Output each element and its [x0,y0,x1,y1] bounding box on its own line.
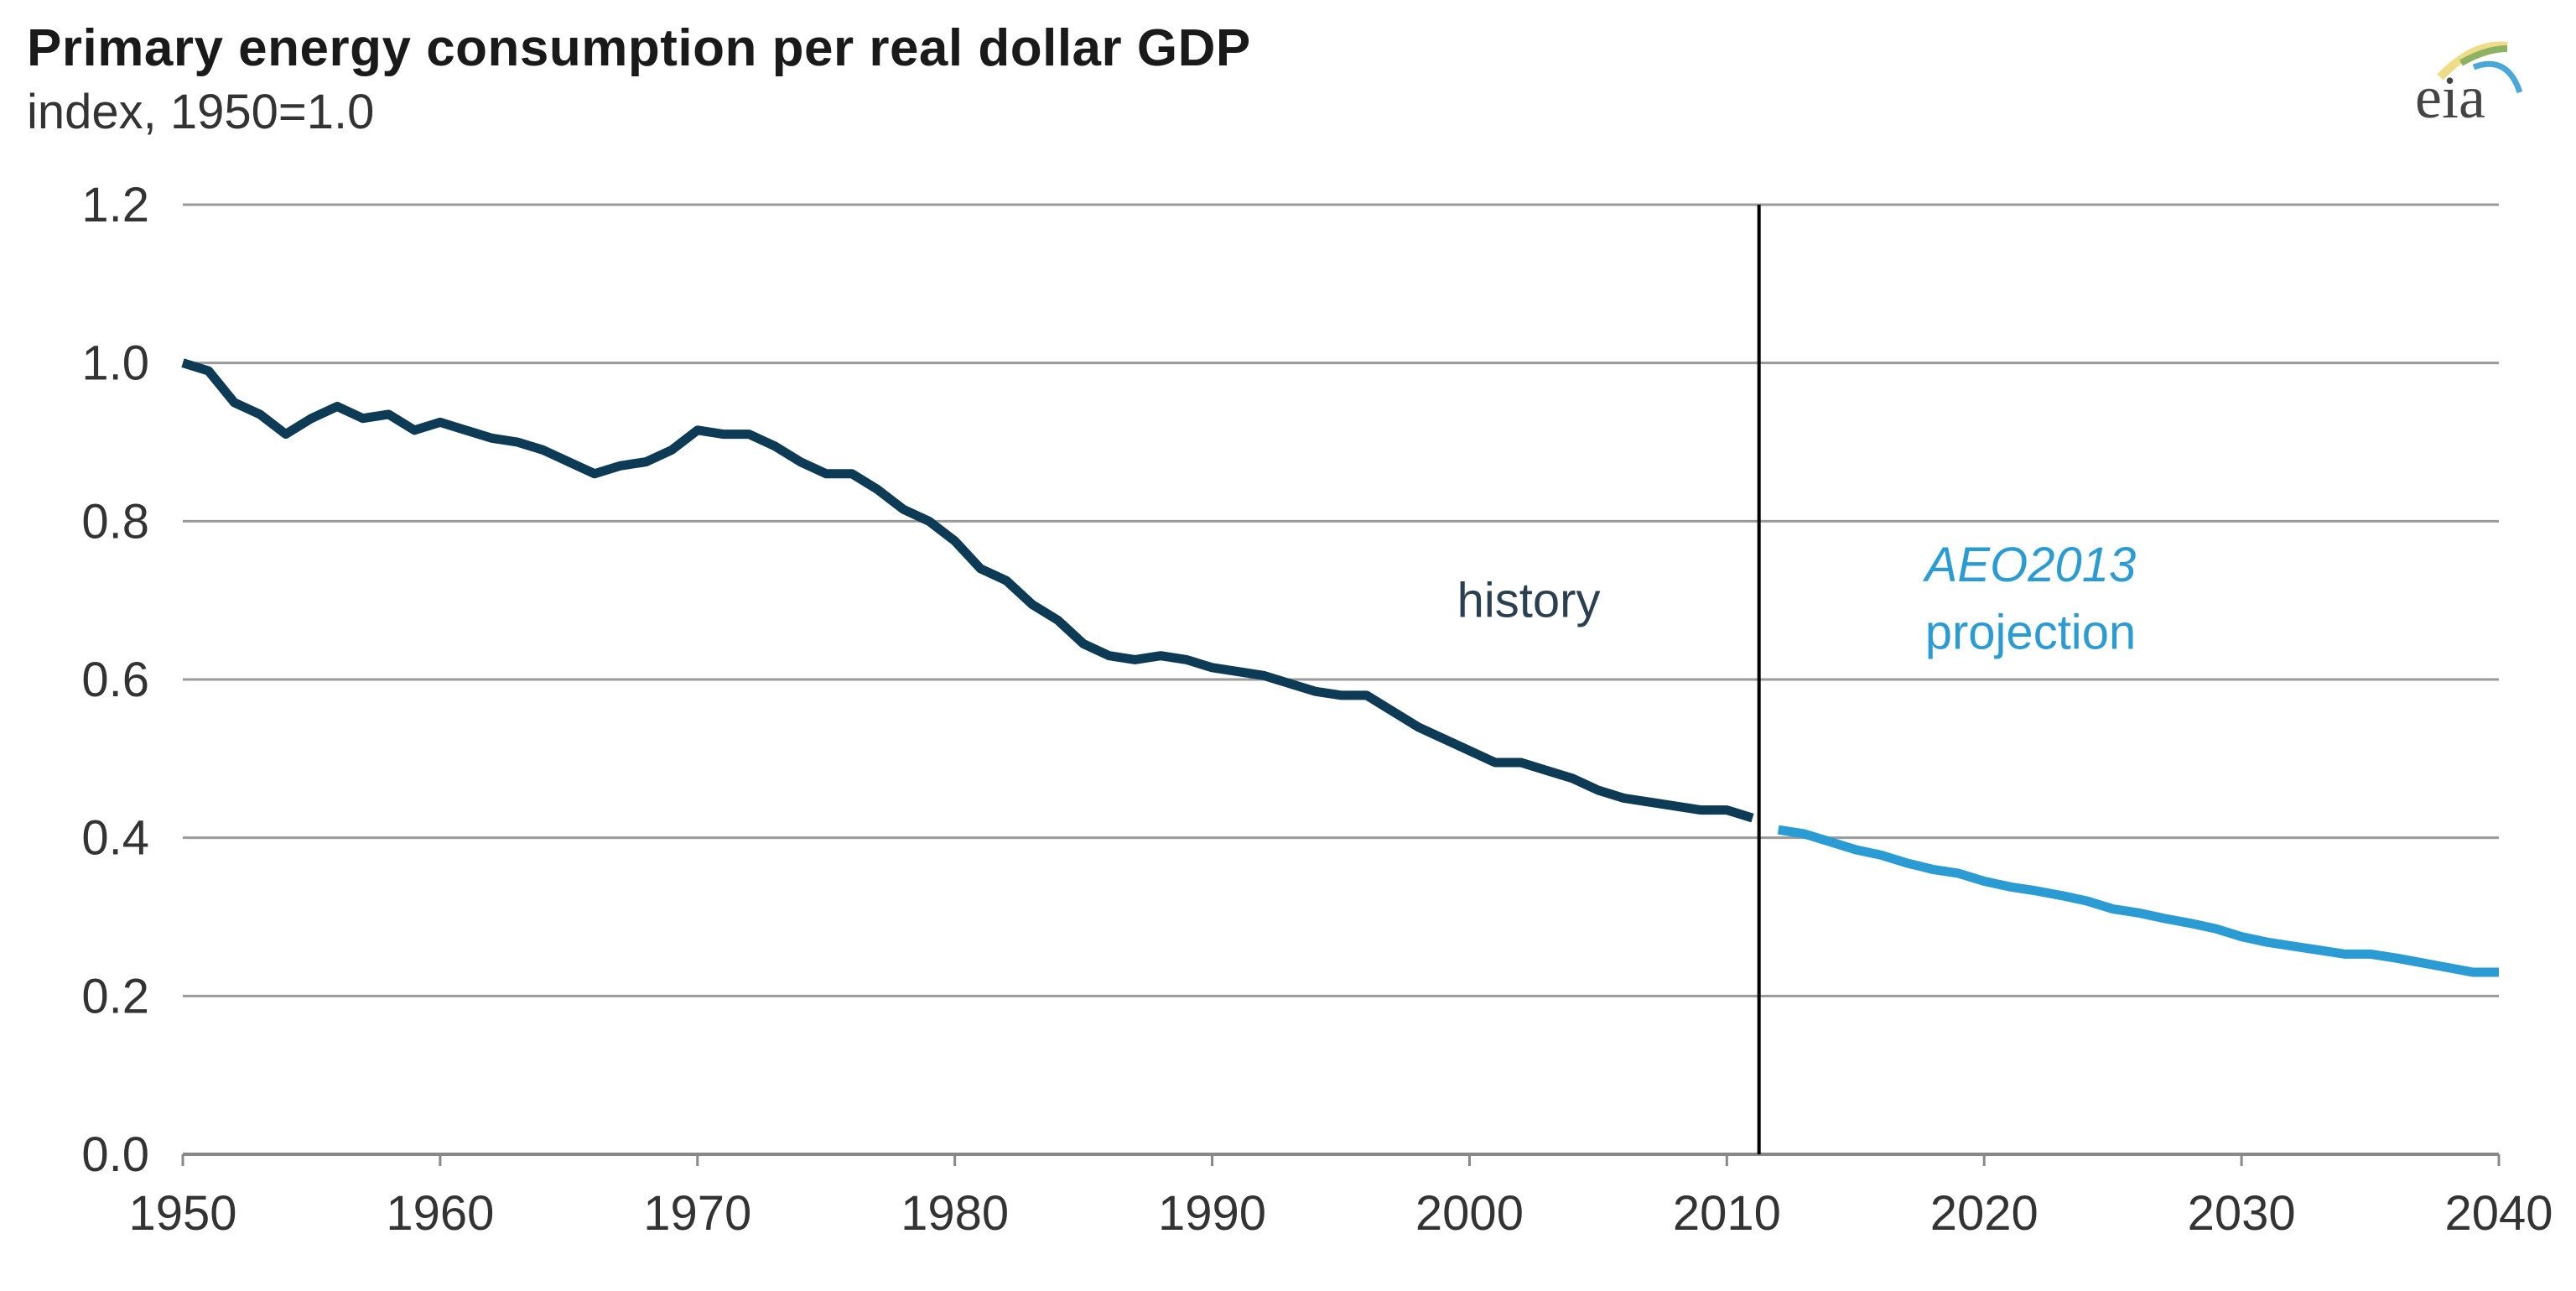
projection-label: projection [1925,605,2136,659]
x-tick-label: 2000 [1415,1186,1524,1241]
chart-title: Primary energy consumption per real doll… [27,19,1251,77]
x-tick-label: 2030 [2188,1186,2296,1241]
y-tick-label: 0.8 [81,494,149,549]
x-tick-label: 1960 [386,1186,494,1241]
x-tick-label: 1980 [901,1186,1009,1241]
x-tick-label: 1970 [643,1186,751,1241]
y-tick-label: 0.0 [81,1127,149,1182]
y-tick-label: 0.2 [81,969,149,1023]
chart-subtitle: index, 1950=1.0 [27,85,375,139]
x-tick-label: 2010 [1673,1186,1781,1241]
aeo2013-label: AEO2013 [1923,538,2137,592]
x-tick-label: 1990 [1158,1186,1266,1241]
series-line-history [181,358,1754,823]
series-line-projection [1777,825,2499,977]
svg-text:eia: eia [2415,64,2485,131]
eia-logo: eia [2415,41,2523,131]
x-tick-label: 1950 [128,1186,236,1241]
y-tick-label: 0.6 [81,653,149,707]
y-tick-label: 1.0 [81,336,149,391]
x-tick-label: 2040 [2444,1186,2553,1241]
y-tick-label: 0.4 [81,811,149,866]
x-tick-label: 2020 [1930,1186,2038,1241]
y-tick-label: 1.2 [81,178,149,232]
history-label: history [1457,574,1601,628]
